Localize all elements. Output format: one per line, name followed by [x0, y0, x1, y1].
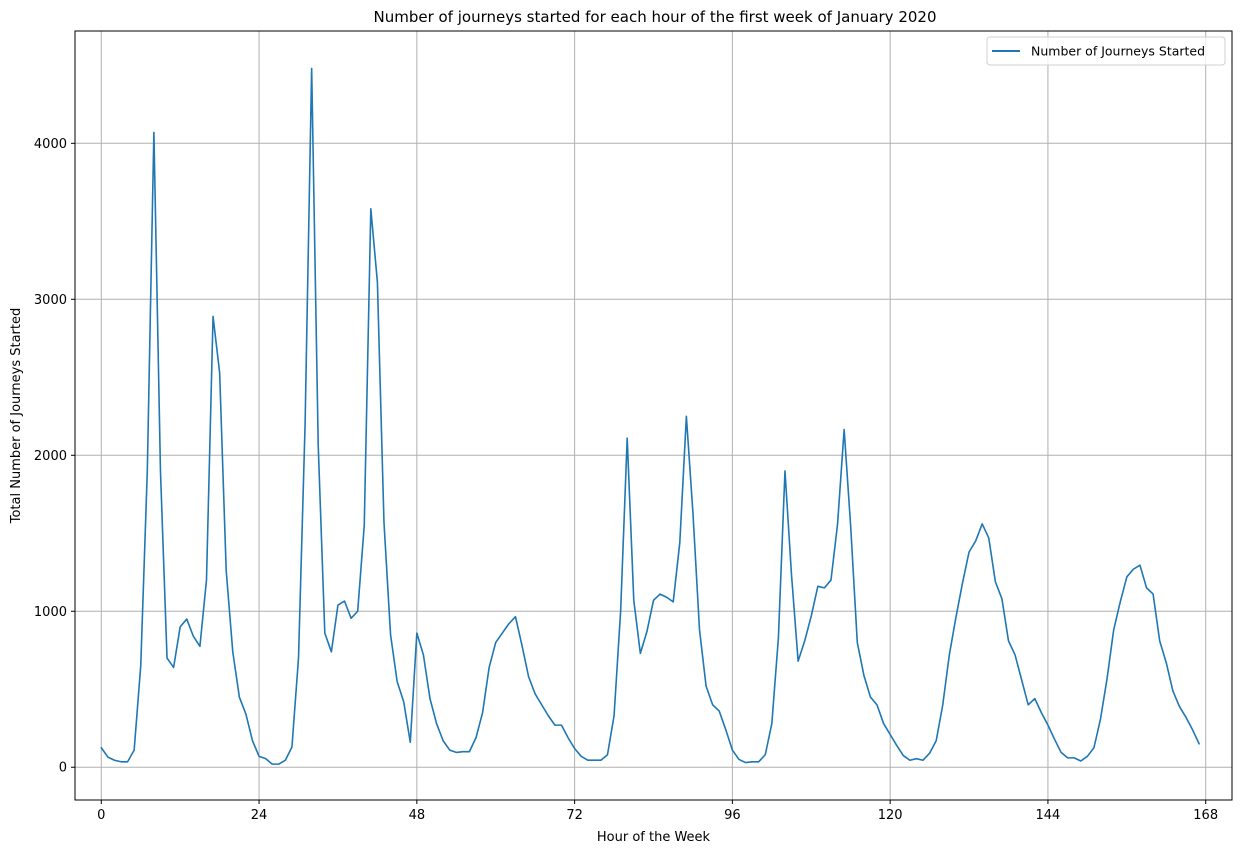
x-tick-label: 24 — [251, 808, 268, 823]
y-axis-label: Total Number of Journeys Started — [9, 308, 24, 525]
x-tick-label: 96 — [724, 808, 741, 823]
y-tick-label: 4000 — [34, 137, 67, 152]
series-line — [100, 67, 1200, 765]
plot-area-frame — [74, 30, 1233, 801]
y-tick-label: 0 — [59, 761, 67, 776]
x-tick-label: 72 — [566, 808, 583, 823]
series-layer — [100, 67, 1200, 765]
y-axis-ticks: 0 1000 2000 3000 4000 — [34, 137, 75, 776]
x-tick-label: 0 — [97, 808, 105, 823]
x-axis-ticks: 0 24 48 72 96 120 144 168 — [97, 800, 1218, 823]
y-tick-label: 1000 — [34, 605, 67, 620]
chart-title: Number of journeys started for each hour… — [373, 8, 936, 26]
x-tick-label: 120 — [878, 808, 903, 823]
x-tick-label: 48 — [409, 808, 426, 823]
legend-box — [986, 36, 1226, 66]
x-tick-label: 144 — [1036, 808, 1061, 823]
grid-lines — [75, 31, 1232, 800]
legend: Number of Journeys Started — [986, 36, 1226, 66]
x-axis-label: Hour of the Week — [597, 830, 711, 845]
x-tick-label: 168 — [1193, 808, 1218, 823]
legend-label: Number of Journeys Started — [1031, 44, 1205, 59]
y-tick-label: 3000 — [34, 293, 67, 308]
y-tick-label: 2000 — [34, 449, 67, 464]
